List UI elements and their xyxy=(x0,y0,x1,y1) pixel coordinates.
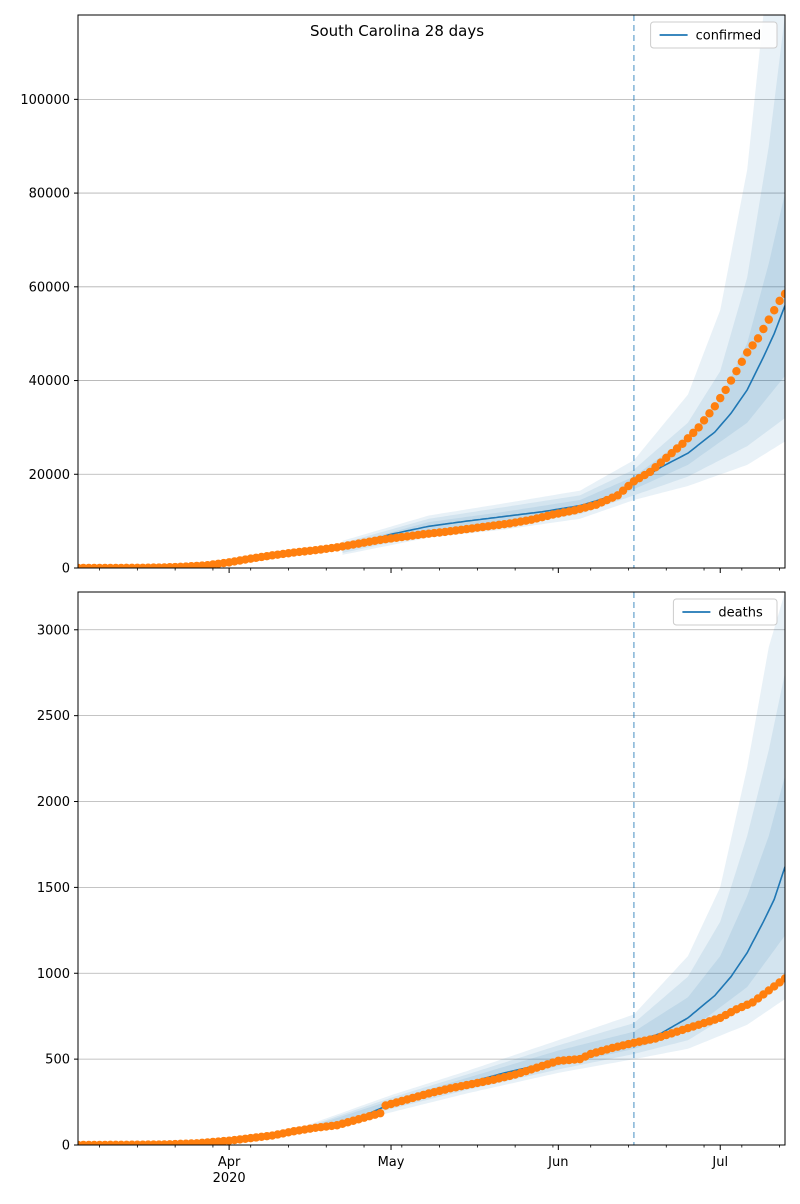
axes-frame xyxy=(77,14,786,569)
observed-point xyxy=(678,439,687,449)
y-tick-label: 0 xyxy=(62,562,70,577)
legend-label: confirmed xyxy=(696,29,762,44)
uncertainty-band-2 xyxy=(304,672,785,1132)
uncertainty-band-1 xyxy=(342,15,785,555)
observed-point xyxy=(748,341,757,350)
y-tick-label: 20000 xyxy=(29,468,70,483)
y-tick-label: 2000 xyxy=(37,795,70,810)
plot-area xyxy=(78,15,785,568)
y-tick-label: 2500 xyxy=(37,709,70,724)
observed-point xyxy=(775,296,784,306)
observed-point xyxy=(699,416,709,425)
observed-point xyxy=(770,306,779,315)
observed-point xyxy=(780,289,785,299)
legend-label: deaths xyxy=(718,606,763,621)
observed-point xyxy=(759,324,768,334)
y-tick-label: 80000 xyxy=(29,187,70,202)
x-tick-label: May xyxy=(378,1155,405,1170)
y-tick-label: 0 xyxy=(62,1139,70,1154)
x-tick-sublabel: 2020 xyxy=(213,1171,246,1186)
y-tick-label: 1500 xyxy=(37,881,70,896)
chart-title: South Carolina 28 days xyxy=(310,22,484,40)
uncertainty-band-3 xyxy=(304,775,785,1131)
y-tick-label: 3000 xyxy=(37,623,70,638)
observed-point xyxy=(683,434,693,443)
legend: confirmed xyxy=(650,21,778,49)
uncertainty-band-3 xyxy=(342,193,785,551)
y-tick-label: 1000 xyxy=(37,967,70,982)
legend-box xyxy=(672,598,778,626)
x-tick-label: Jul xyxy=(711,1155,728,1170)
observed-point xyxy=(764,315,774,324)
observed-point xyxy=(737,357,747,366)
observed-point xyxy=(705,409,714,418)
observed-point xyxy=(732,366,741,376)
observed-point xyxy=(716,393,725,403)
axes-frame xyxy=(77,591,786,1146)
y-tick-label: 100000 xyxy=(20,93,70,108)
y-tick-label: 40000 xyxy=(29,374,70,389)
uncertainty-band-1 xyxy=(304,592,785,1133)
observed-point xyxy=(694,423,703,432)
y-tick-label: 500 xyxy=(45,1053,70,1068)
legend-box xyxy=(650,21,778,49)
observed-point xyxy=(743,348,752,357)
observed-point xyxy=(780,974,785,983)
observed-point xyxy=(726,376,736,385)
x-tick-label: Jun xyxy=(547,1155,568,1170)
observed-point xyxy=(689,428,698,438)
observed-point xyxy=(721,385,730,395)
plot-area xyxy=(78,592,785,1145)
x-tick-label: Apr xyxy=(218,1155,241,1170)
y-tick-label: 60000 xyxy=(29,280,70,295)
legend: deaths xyxy=(672,598,778,626)
observed-point xyxy=(376,1109,385,1118)
observed-point xyxy=(710,402,720,411)
confirmed-panel: 0 20000 40000 60000 80000 100000 confirmed xyxy=(20,14,786,577)
observed-point xyxy=(753,334,763,343)
